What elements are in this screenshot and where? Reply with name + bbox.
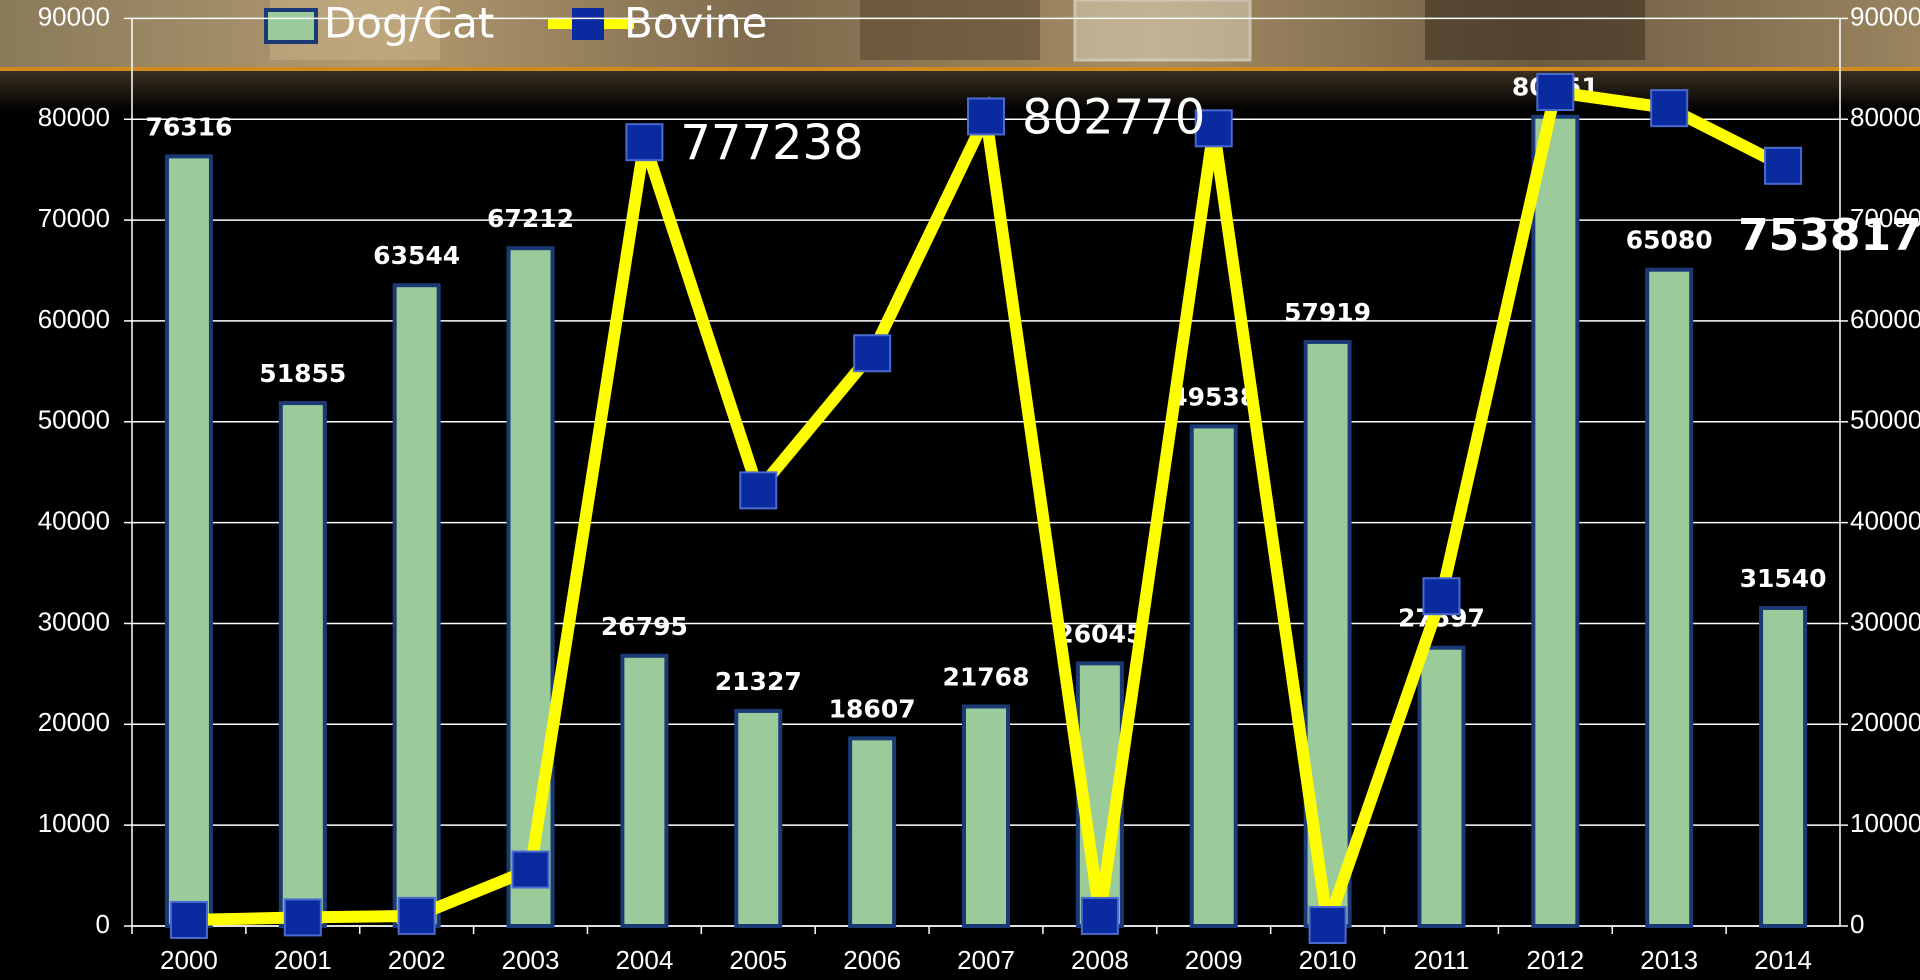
- y2-tick-label: 800000: [1850, 102, 1920, 132]
- x-tick-label: 2003: [502, 945, 560, 975]
- bar: [1531, 114, 1580, 928]
- bar: [1417, 645, 1466, 928]
- y-tick-label: 80000: [38, 102, 110, 132]
- x-tick-label: 2000: [160, 945, 218, 975]
- y2-tick-label: 300000: [1850, 606, 1920, 636]
- y2-tick-label: 700000: [1850, 203, 1920, 233]
- line-marker: [511, 850, 550, 889]
- bar-value-label: 18607: [829, 694, 916, 723]
- line-marker: [1308, 905, 1347, 944]
- line-marker: [169, 900, 208, 939]
- bar-value-label: 31540: [1740, 564, 1827, 593]
- y2-tick-label: 200000: [1850, 707, 1920, 737]
- line-value-label: 753817: [1738, 210, 1920, 261]
- line-marker: [1194, 109, 1233, 148]
- bar-value-label: 21768: [943, 662, 1030, 691]
- x-tick-label: 2006: [843, 945, 901, 975]
- bar: [392, 283, 441, 928]
- y-tick-label: 20000: [38, 707, 110, 737]
- y-tick-label: 90000: [38, 1, 110, 31]
- x-tick-label: 2011: [1414, 945, 1470, 975]
- bar: [164, 154, 213, 929]
- line-marker: [967, 97, 1005, 136]
- x-tick-label: 2014: [1754, 945, 1812, 975]
- y-tick-label: 70000: [38, 203, 110, 233]
- bar-value-label: 26795: [601, 612, 688, 641]
- y2-tick-label: 400000: [1850, 505, 1920, 535]
- bar: [962, 704, 1010, 928]
- legend-label: Dog/Cat: [324, 0, 494, 48]
- bar: [848, 736, 897, 929]
- mosaic-tile: [860, 0, 1040, 60]
- line-marker: [853, 334, 892, 373]
- legend: Dog/Cat Bovine: [264, 0, 768, 48]
- header-rule: [0, 67, 1920, 71]
- y2-tick-label: 600000: [1850, 304, 1920, 334]
- line-marker: [1764, 146, 1803, 185]
- bar: [1645, 267, 1694, 928]
- line-marker: [625, 123, 664, 162]
- bar: [620, 653, 669, 928]
- x-tick-label: 2008: [1071, 945, 1129, 975]
- line-marker: [397, 896, 436, 935]
- x-tick-label: 2004: [615, 945, 673, 975]
- y2-tick-label: 500000: [1850, 405, 1920, 435]
- bar: [278, 401, 327, 929]
- bar-value-label: 67212: [487, 204, 574, 233]
- mosaic-tile: [1073, 0, 1252, 62]
- x-tick-label: 2001: [274, 945, 332, 975]
- line-marker: [1536, 73, 1575, 112]
- bar-value-label: 63544: [373, 241, 460, 270]
- line-marker: [1422, 577, 1461, 616]
- bar: [1189, 424, 1238, 928]
- x-tick-label: 2005: [729, 945, 787, 975]
- bar-value-label: 49538: [1170, 382, 1257, 411]
- line-marker: [1650, 89, 1689, 128]
- x-tick-label: 2012: [1526, 945, 1584, 975]
- legend-swatch: [572, 8, 604, 40]
- y2-tick-label: 0: [1850, 909, 1864, 939]
- x-tick-label: 2002: [388, 945, 446, 975]
- x-tick-label: 2009: [1185, 945, 1243, 975]
- y-tick-label: 40000: [38, 505, 110, 535]
- bar-value-label: 65080: [1626, 226, 1713, 255]
- y2-tick-label: 100000: [1850, 808, 1920, 838]
- bar: [1759, 605, 1808, 929]
- x-tick-label: 2013: [1640, 945, 1698, 975]
- y-tick-label: 0: [96, 909, 110, 939]
- y-tick-label: 30000: [38, 606, 110, 636]
- line-marker: [283, 898, 322, 937]
- legend-label: Bovine: [624, 0, 768, 48]
- line-value-label: 777238: [680, 115, 863, 171]
- y-tick-label: 50000: [38, 405, 110, 435]
- mosaic-tile: [1425, 0, 1645, 60]
- x-tick-label: 2007: [957, 945, 1015, 975]
- line-marker: [1080, 896, 1119, 935]
- bar-value-label: 57919: [1284, 298, 1371, 327]
- bar-value-label: 21327: [715, 667, 802, 696]
- line-marker: [739, 471, 778, 510]
- y-tick-label: 60000: [38, 304, 110, 334]
- y-tick-label: 10000: [38, 808, 110, 838]
- bar-value-label: 51855: [259, 359, 346, 388]
- bar: [506, 246, 555, 928]
- bar: [734, 708, 783, 929]
- legend-swatch: [264, 8, 318, 44]
- bar-value-label: 76316: [145, 112, 232, 141]
- line-value-label: 802770: [1022, 89, 1205, 145]
- x-tick-label: 2010: [1299, 945, 1357, 975]
- bar-value-label: 26045: [1056, 619, 1143, 648]
